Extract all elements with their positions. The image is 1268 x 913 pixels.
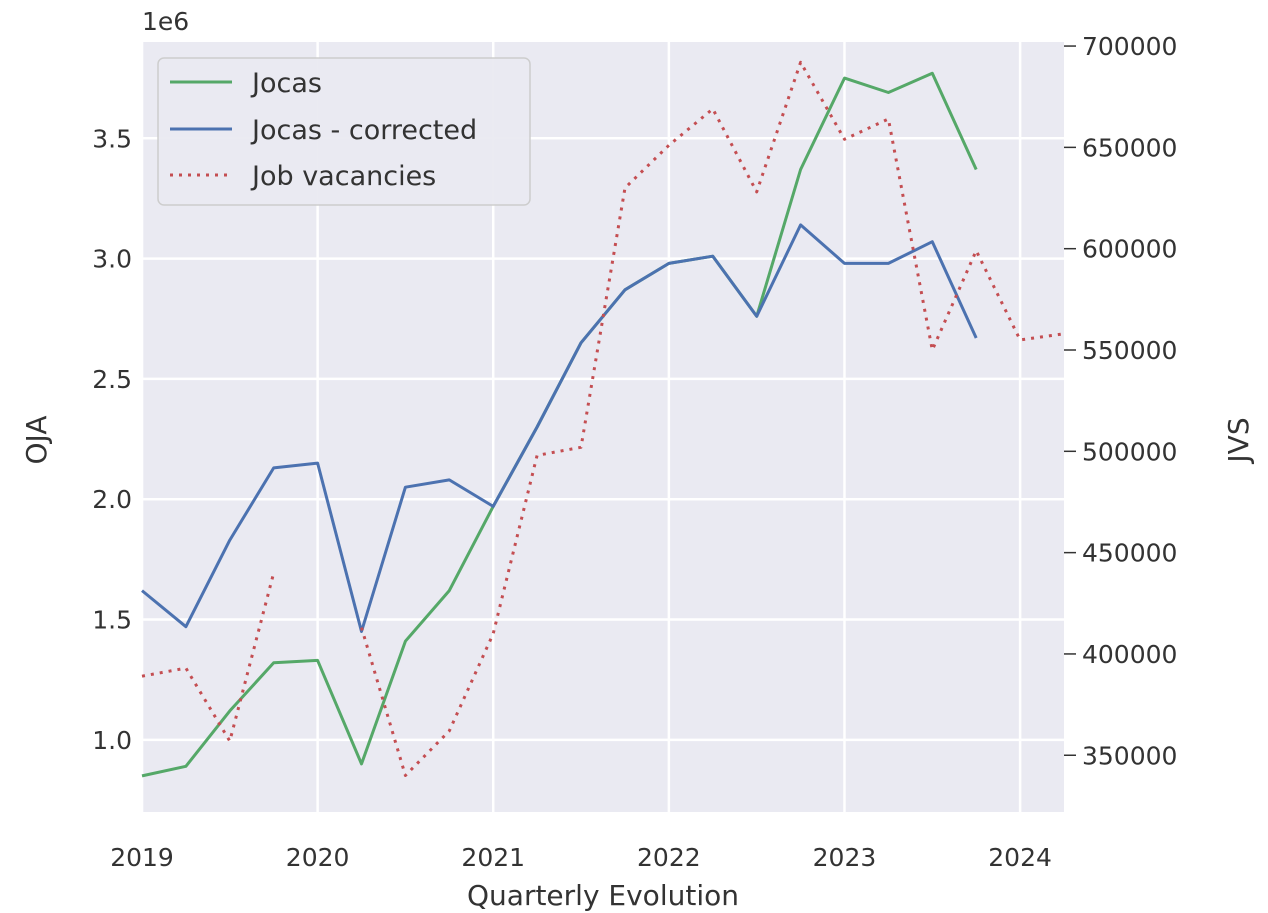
left-y-tick-label: 2.5 xyxy=(92,365,132,394)
right-y-tick-label: 550000 xyxy=(1082,336,1177,365)
x-tick-label: 2020 xyxy=(286,843,350,872)
left-y-tick-label: 3.5 xyxy=(92,124,132,153)
legend-label-jocas-corrected: Jocas - corrected xyxy=(250,115,477,146)
x-tick-label: 2019 xyxy=(110,843,174,872)
right-y-tick-label: 450000 xyxy=(1082,539,1177,568)
series-layer xyxy=(141,60,1065,778)
left-offset-text: 1e6 xyxy=(142,7,189,36)
legend-label-job-vacancies: Job vacancies xyxy=(250,161,436,192)
left-y-tick-label: 1.5 xyxy=(92,606,132,635)
right-y-tick-label: 650000 xyxy=(1082,133,1177,162)
x-tick-label: 2022 xyxy=(637,843,701,872)
left-y-tick-label: 3.0 xyxy=(92,245,132,274)
x-axis-label: Quarterly Evolution xyxy=(467,879,739,912)
right-y-ticks: 350000 400000 450000 500000 550000 600000 6500… xyxy=(1064,32,1177,770)
x-ticks: 2019 2020 2021 2022 2023 2024 xyxy=(110,843,1052,872)
right-y-tick-label: 700000 xyxy=(1082,32,1177,61)
right-y-tick-label: 350000 xyxy=(1082,741,1177,770)
legend-box xyxy=(157,57,531,206)
right-y-tick-label: 400000 xyxy=(1082,640,1177,669)
left-y-tick-label: 2.0 xyxy=(92,485,132,514)
x-tick-label: 2023 xyxy=(813,843,877,872)
legend: Jocas Jocas - corrected Job vacancies xyxy=(157,57,531,206)
x-tick-label: 2021 xyxy=(461,843,525,872)
right-y-tick-label: 600000 xyxy=(1082,235,1177,264)
y-gridlines xyxy=(142,137,1064,742)
series-line-jocas-corrected xyxy=(141,223,978,633)
left-y-tick-label: 1.0 xyxy=(92,726,132,755)
x-tick-label: 2024 xyxy=(988,843,1052,872)
left-y-axis-label: OJA xyxy=(20,416,53,465)
series-line-job-vacancies xyxy=(141,572,276,743)
right-y-tick-label: 500000 xyxy=(1082,437,1177,466)
right-y-axis-label: JVS xyxy=(1222,417,1255,464)
legend-label-jocas: Jocas xyxy=(250,68,322,99)
left-y-ticks: 1.0 1.5 2.0 2.5 3.0 3.5 xyxy=(92,124,132,755)
